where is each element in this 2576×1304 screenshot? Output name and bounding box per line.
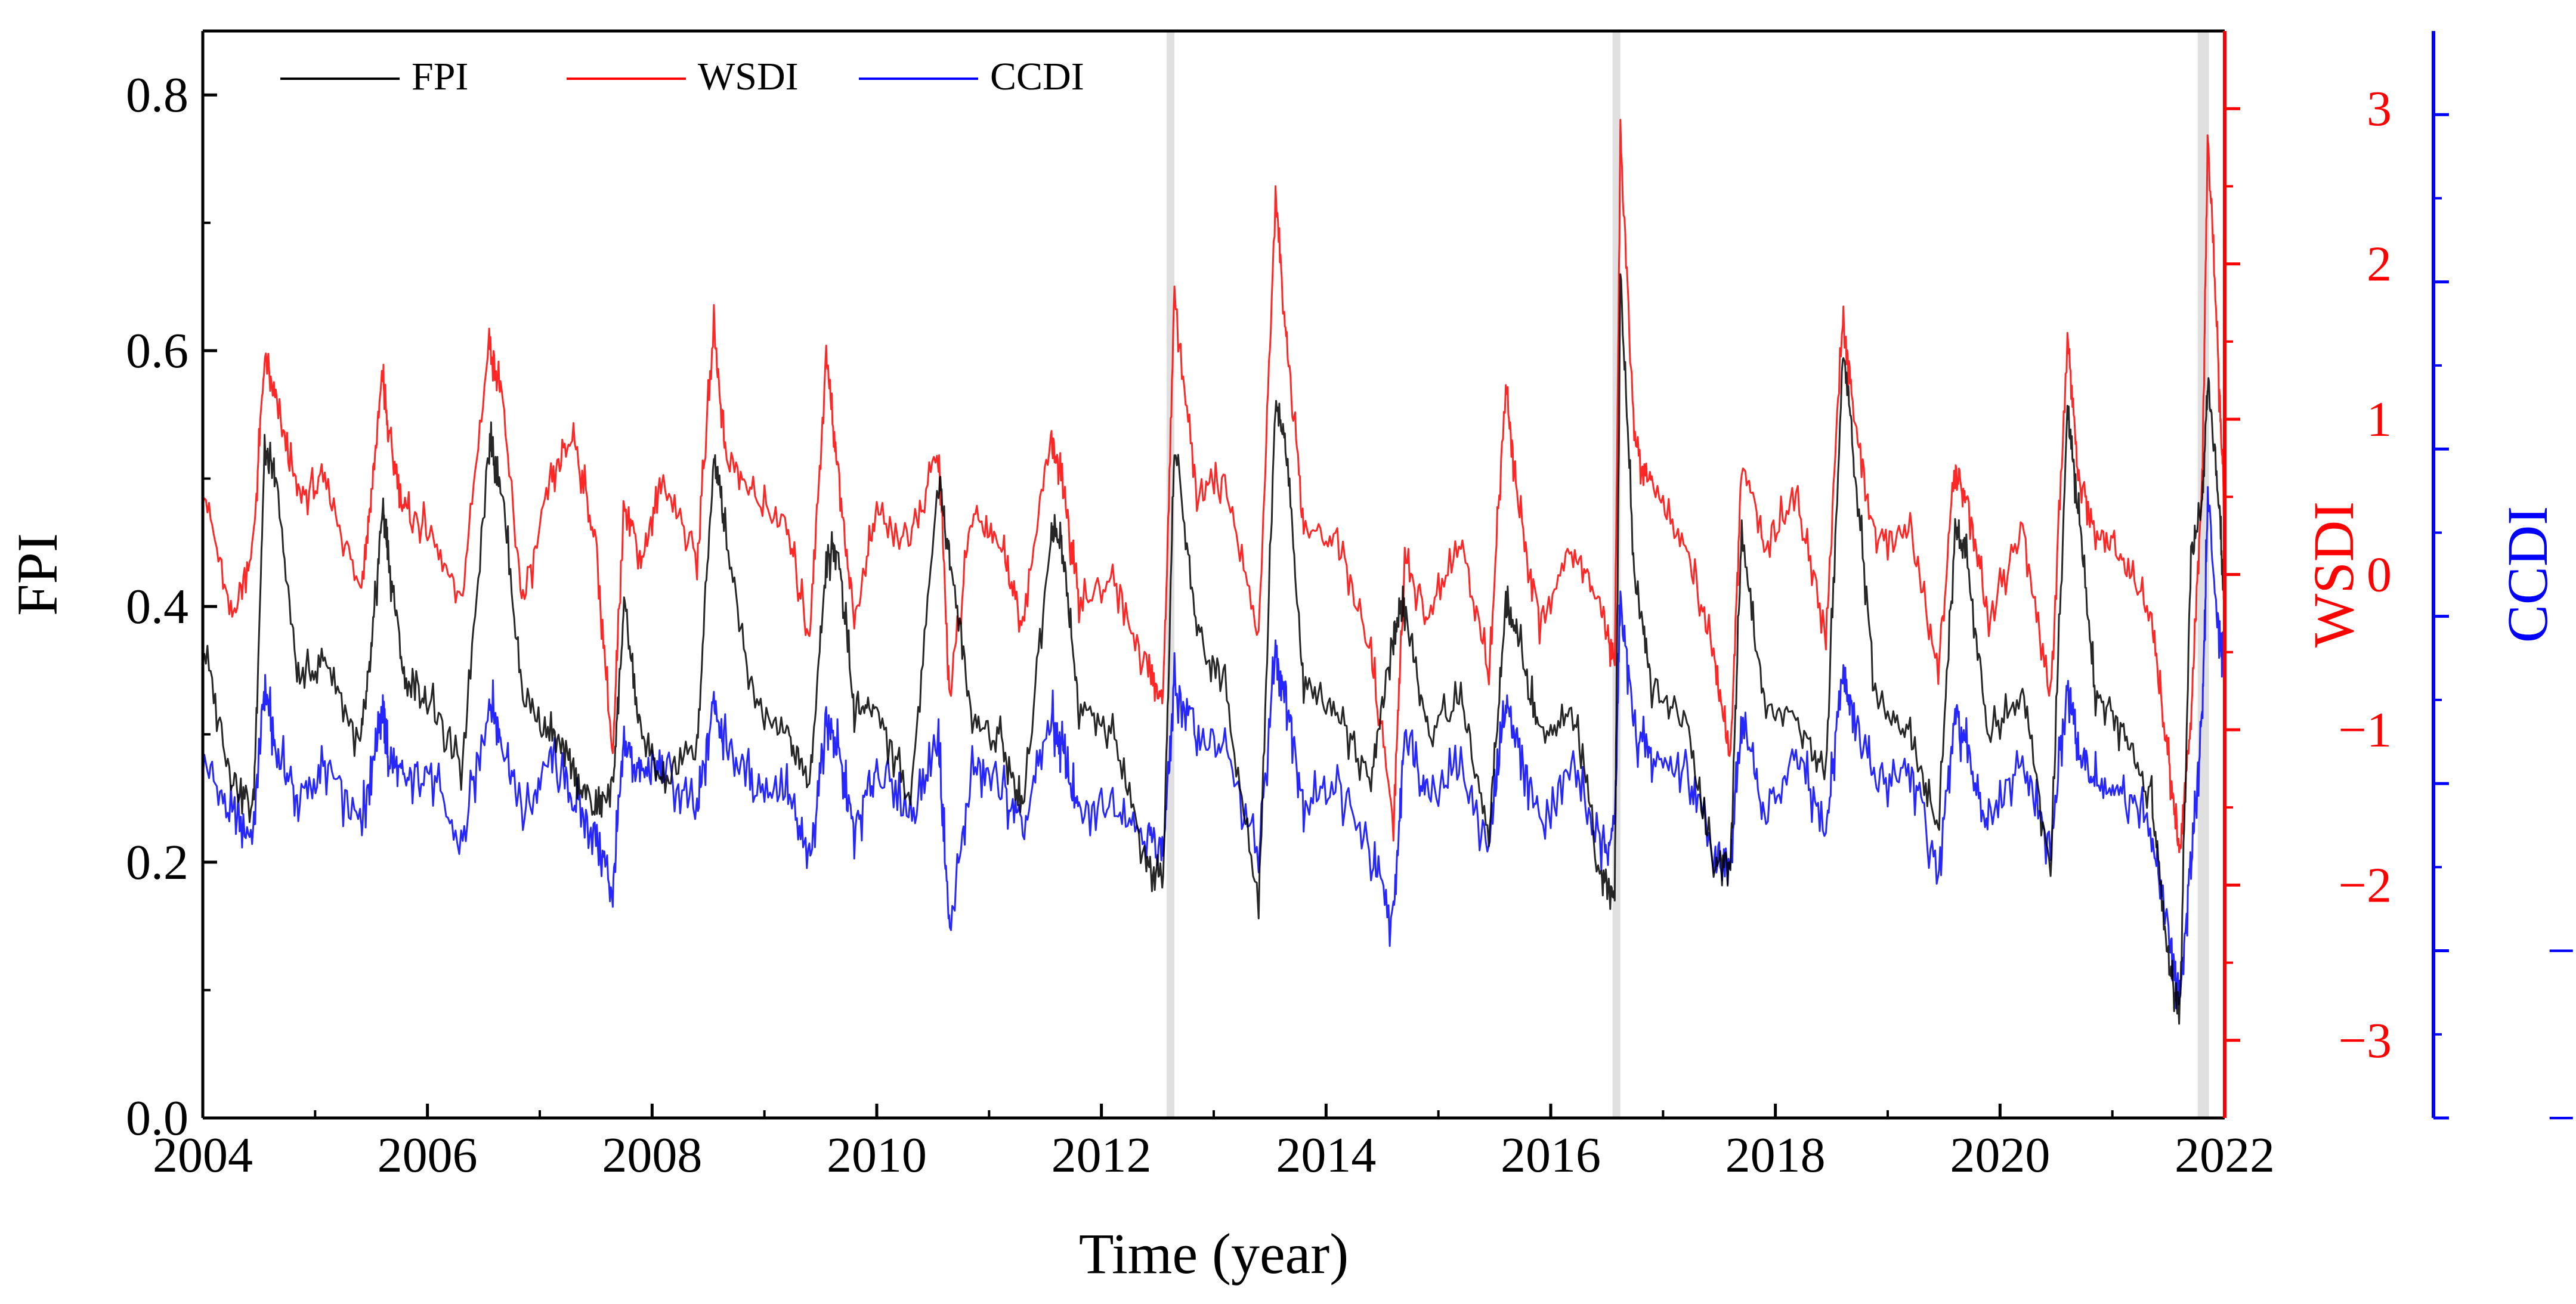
x-tick-label: 2016 <box>1501 1128 1601 1183</box>
fpi-tick-label: 0.8 <box>126 67 188 123</box>
x-tick-label: 2014 <box>1276 1128 1376 1183</box>
x-tick-label: 2010 <box>827 1128 927 1183</box>
series-lines <box>202 119 2226 1025</box>
series-line-wsdi <box>202 119 2226 853</box>
y-axis-title-fpi: FPI <box>5 533 69 616</box>
x-tick-label: 2008 <box>602 1128 702 1183</box>
axes: 2004 2006 2008 2010 2012 2014 2016 2018 2020 2022… <box>5 31 2576 1286</box>
ccdi-tick-label: −2 <box>2547 924 2576 979</box>
series-line-fpi <box>202 273 2226 1025</box>
wsdi-tick-label: 1 <box>2367 392 2392 447</box>
fpi-tick-label: 0.4 <box>126 579 188 634</box>
x-tick-label: 2022 <box>2175 1128 2275 1183</box>
wsdi-tick-label: 3 <box>2367 81 2392 137</box>
legend-label-fpi: FPI <box>412 55 468 98</box>
highlight-band-3 <box>2197 31 2209 1118</box>
x-tick-label: 2012 <box>1052 1128 1152 1183</box>
x-axis-title: Time (year) <box>1079 1222 1349 1286</box>
wsdi-tick-label: 2 <box>2367 237 2392 292</box>
y-axis-title-ccdi: CCDI <box>2495 506 2559 643</box>
legend: FPI WSDI CCDI <box>280 55 1084 98</box>
x-tick-label: 2006 <box>378 1128 478 1183</box>
y-axis-title-wsdi: WSDI <box>2302 501 2365 648</box>
ccdi-tick-label: −4 <box>2547 1091 2576 1146</box>
legend-label-wsdi: WSDI <box>698 55 799 98</box>
wsdi-tick-label: −1 <box>2339 702 2392 758</box>
wsdi-tick-label: 0 <box>2367 547 2392 603</box>
x-tick-label: 2020 <box>1950 1128 2050 1183</box>
wsdi-tick-label: −3 <box>2339 1013 2392 1068</box>
wsdi-tick-label: −2 <box>2339 857 2392 913</box>
legend-label-ccdi: CCDI <box>990 55 1084 98</box>
fpi-tick-label: 0.2 <box>126 835 188 890</box>
fpi-tick-label: 0.6 <box>126 323 188 379</box>
series-line-ccdi <box>202 486 2226 1009</box>
fpi-tick-label: 0.0 <box>126 1091 188 1146</box>
x-tick-label: 2018 <box>1725 1128 1826 1183</box>
x-tick-label: 2004 <box>153 1128 253 1183</box>
